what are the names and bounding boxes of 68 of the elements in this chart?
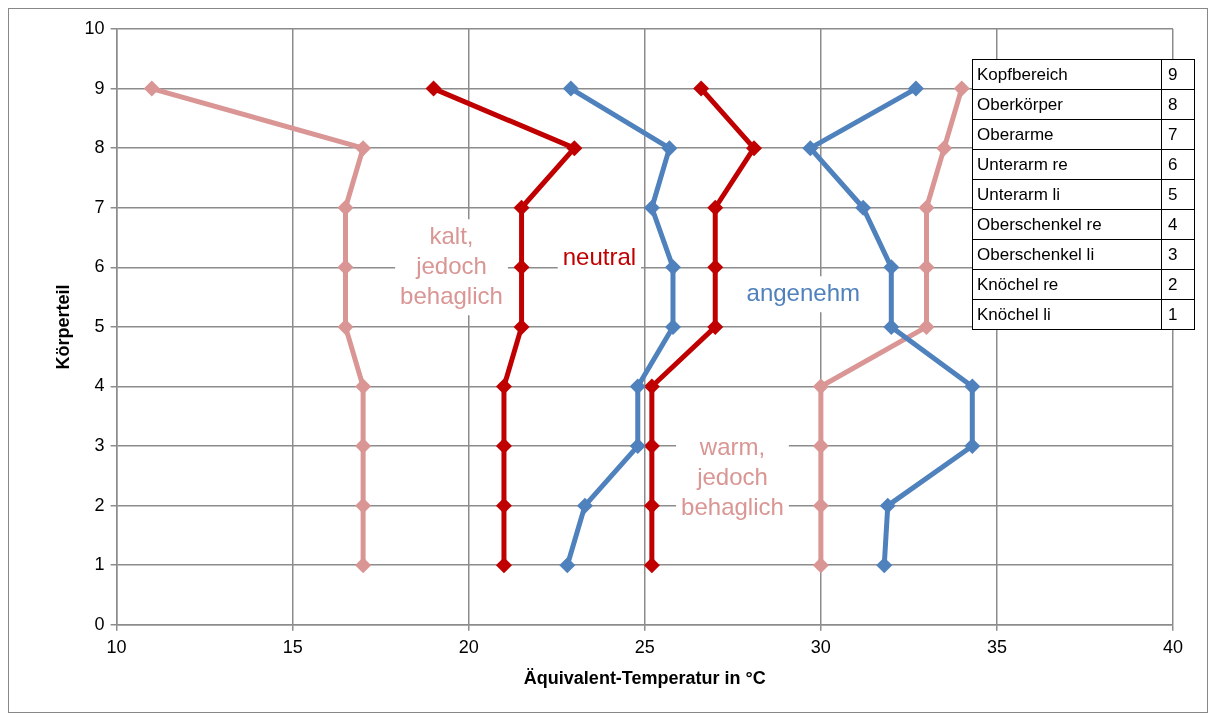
y-tick-label: 6 bbox=[94, 256, 105, 277]
y-tick-label: 4 bbox=[94, 375, 105, 396]
point bbox=[883, 259, 900, 276]
point bbox=[629, 378, 646, 395]
point bbox=[495, 497, 512, 514]
annotation: warm, jedoch behaglich bbox=[681, 433, 784, 521]
point bbox=[802, 140, 819, 157]
point bbox=[964, 438, 981, 455]
point bbox=[629, 438, 646, 455]
point bbox=[707, 199, 724, 216]
point bbox=[643, 199, 660, 216]
point bbox=[143, 80, 160, 97]
x-tick-label: 35 bbox=[986, 636, 1007, 657]
point bbox=[661, 140, 678, 157]
text: Knöchel li 1 bbox=[977, 304, 1178, 324]
y-tick-label: 2 bbox=[94, 494, 105, 515]
point bbox=[879, 497, 896, 514]
point bbox=[355, 140, 372, 157]
point bbox=[513, 199, 530, 216]
y-tick-label: 0 bbox=[94, 613, 105, 634]
point bbox=[495, 378, 512, 395]
y-tick-label: 5 bbox=[94, 315, 105, 336]
point bbox=[495, 557, 512, 574]
text: Oberschenkel re 4 bbox=[977, 214, 1178, 234]
x-tick-label: 30 bbox=[810, 636, 831, 657]
y-tick-label: 9 bbox=[94, 77, 105, 98]
point bbox=[643, 497, 660, 514]
point bbox=[876, 557, 893, 574]
x-tick-label: 40 bbox=[1162, 636, 1184, 657]
text: Unterarm re 6 bbox=[977, 154, 1178, 174]
annotation: kalt, jedoch behaglich bbox=[400, 221, 503, 309]
point bbox=[559, 557, 576, 574]
y-tick-label: 3 bbox=[94, 435, 105, 456]
point bbox=[576, 497, 593, 514]
point bbox=[936, 140, 953, 157]
point bbox=[812, 378, 829, 395]
point bbox=[745, 140, 762, 157]
x-tick-label: 15 bbox=[282, 636, 303, 657]
point bbox=[643, 557, 660, 574]
point bbox=[707, 259, 724, 276]
text: Oberkörper 8 bbox=[977, 94, 1178, 114]
point bbox=[425, 80, 442, 97]
text: Knöchel re 2 bbox=[977, 274, 1178, 294]
point bbox=[562, 80, 579, 97]
point bbox=[907, 80, 924, 97]
point bbox=[355, 557, 372, 574]
y-tick-label: 10 bbox=[84, 17, 105, 38]
text: Kopfbereich 9 bbox=[977, 64, 1178, 84]
point bbox=[812, 557, 829, 574]
text: Oberschenkel li 3 bbox=[977, 244, 1178, 264]
point bbox=[355, 378, 372, 395]
annotation: angenehm bbox=[746, 278, 860, 306]
point bbox=[693, 80, 710, 97]
y-tick-label: 7 bbox=[94, 196, 105, 217]
point bbox=[855, 199, 872, 216]
y-axis-title: Körperteil bbox=[52, 284, 73, 370]
point bbox=[953, 80, 970, 97]
point bbox=[964, 378, 981, 395]
text: Oberarme 7 bbox=[977, 124, 1178, 144]
x-tick-label: 25 bbox=[634, 636, 655, 657]
y-tick-label: 1 bbox=[94, 554, 105, 575]
x-axis-title: Äquivalent-Temperatur in °C bbox=[523, 668, 766, 689]
x-tick-label: 20 bbox=[458, 636, 479, 657]
y-tick-label: 8 bbox=[94, 137, 105, 158]
annotation: neutral bbox=[562, 243, 637, 271]
point bbox=[566, 140, 583, 157]
point bbox=[643, 378, 660, 395]
text: Unterarm li 5 bbox=[977, 184, 1178, 204]
